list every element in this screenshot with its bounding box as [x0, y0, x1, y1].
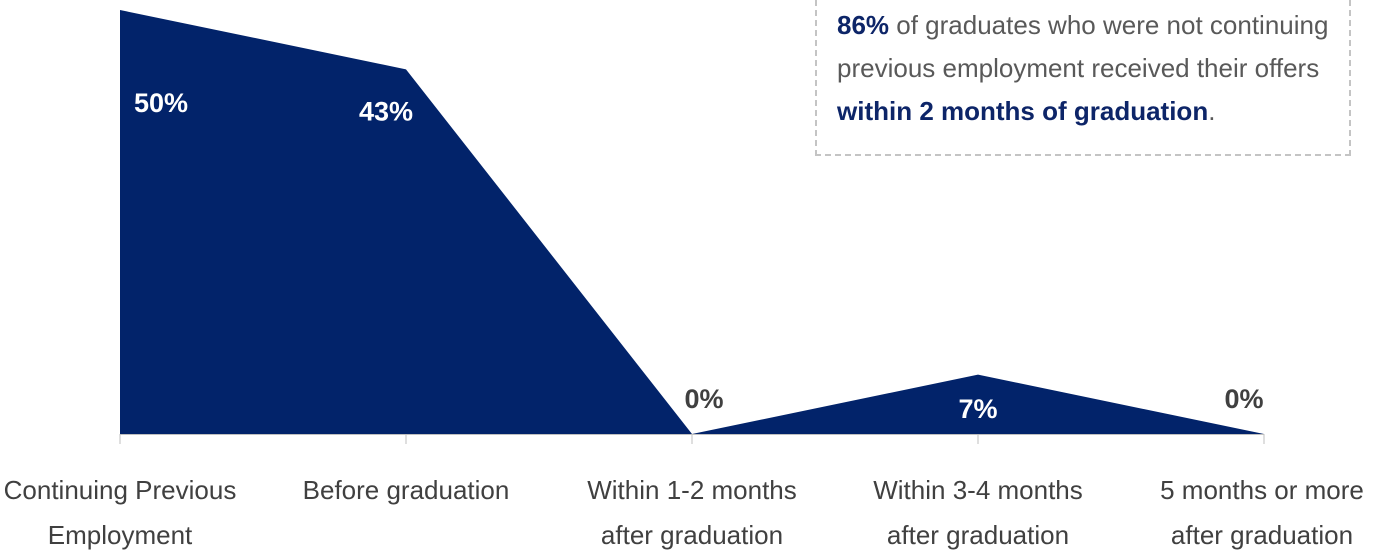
callout-highlight-value: 86%	[837, 10, 890, 40]
data-label: 0%	[1224, 384, 1263, 414]
callout-text-part1: of graduates who were not continuing pre…	[837, 10, 1329, 83]
area-series	[120, 10, 1264, 434]
x-tick-label: Within 3-4 months	[873, 475, 1083, 505]
data-label: 0%	[684, 384, 723, 414]
callout-highlight-phrase: within 2 months of graduation	[837, 96, 1209, 126]
data-label: 50%	[134, 88, 188, 118]
callout-box: 86% of graduates who were not continuing…	[815, 0, 1351, 156]
x-tick-label: Within 1-2 months	[587, 475, 797, 505]
data-label: 43%	[359, 96, 413, 126]
data-label: 7%	[958, 394, 997, 424]
x-tick-label: after graduation	[601, 520, 783, 550]
x-tick-label: after graduation	[887, 520, 1069, 550]
x-tick-label: Continuing Previous	[4, 475, 237, 505]
callout-text-part2: .	[1208, 96, 1216, 126]
x-tick-label: Employment	[48, 520, 193, 550]
x-tick-label: after graduation	[1171, 520, 1353, 550]
x-tick-label: Before graduation	[303, 475, 510, 505]
x-tick-label: 5 months or more	[1160, 475, 1364, 505]
